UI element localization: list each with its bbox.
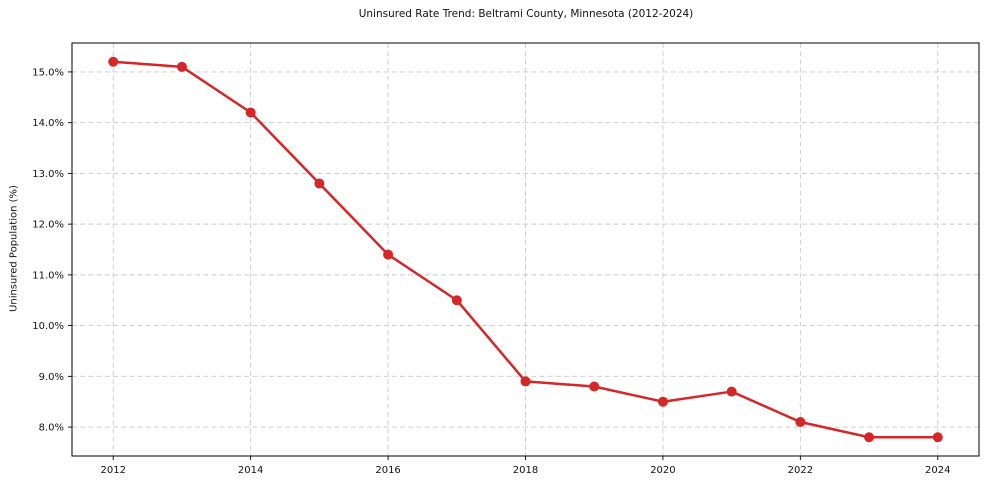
y-tick-label: 12.0% xyxy=(32,220,64,231)
y-tick-label: 10.0% xyxy=(32,321,64,332)
chart-title: Uninsured Rate Trend: Beltrami County, M… xyxy=(358,8,694,20)
x-tick-label: 2024 xyxy=(925,465,950,476)
data-point xyxy=(451,295,462,306)
data-markers xyxy=(108,56,943,443)
data-point xyxy=(314,178,325,189)
data-point xyxy=(589,381,600,392)
data-point xyxy=(108,56,119,67)
x-tick-label: 2020 xyxy=(650,465,675,476)
x-tick-label: 2012 xyxy=(101,465,126,476)
data-point xyxy=(795,417,806,428)
y-tick-label: 8.0% xyxy=(39,423,64,434)
y-tick-label: 15.0% xyxy=(32,67,64,78)
y-tick-label: 14.0% xyxy=(32,118,64,129)
x-tick-label: 2022 xyxy=(788,465,813,476)
data-point xyxy=(726,386,737,397)
data-point xyxy=(520,376,531,387)
data-point xyxy=(245,107,256,118)
x-tick-label: 2018 xyxy=(513,465,538,476)
data-point xyxy=(657,396,668,407)
tick-labels: 8.0% 9.0% 10.0% 11.0% 12.0% 13.0% 14.0% 15.0% 20… xyxy=(32,67,950,476)
x-tick-label: 2016 xyxy=(375,465,400,476)
grid-lines xyxy=(72,43,979,456)
y-tick-label: 11.0% xyxy=(32,270,64,281)
data-point xyxy=(864,432,875,443)
tick-marks xyxy=(68,71,939,460)
data-point xyxy=(176,61,187,72)
data-point xyxy=(932,432,943,443)
x-tick-label: 2014 xyxy=(238,465,263,476)
data-point xyxy=(383,249,394,260)
y-tick-label: 9.0% xyxy=(39,372,64,383)
y-tick-label: 13.0% xyxy=(32,169,64,180)
